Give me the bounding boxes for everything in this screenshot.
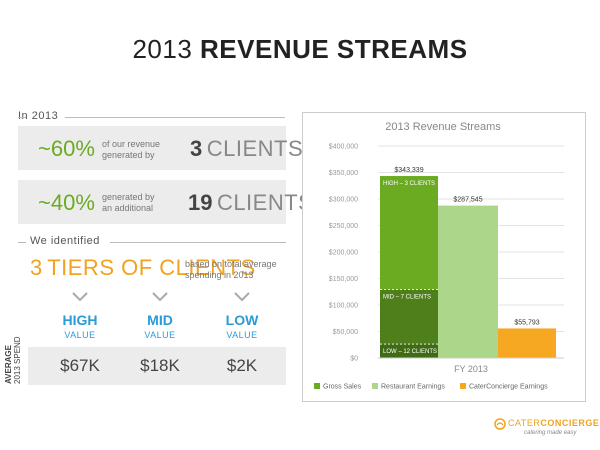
stat2-clients-num: 19 bbox=[188, 190, 213, 215]
bar-data-label: $55,793 bbox=[514, 319, 539, 326]
x-axis-label: FY 2013 bbox=[454, 364, 488, 374]
tier-high-sub: VALUE bbox=[64, 330, 96, 340]
legend-swatch bbox=[372, 383, 378, 389]
stat1-clients-num: 3 bbox=[190, 136, 203, 161]
average-label: AVERAGE bbox=[4, 345, 13, 384]
tiers-desc-line2: spending in 2013 bbox=[185, 270, 254, 280]
stat2-percent: ~40% bbox=[38, 190, 95, 215]
bar-data-label: $287,545 bbox=[453, 197, 482, 204]
tier-high-name: HIGH bbox=[62, 312, 98, 328]
y-tick-label: $0 bbox=[350, 356, 358, 363]
bar-segment-label: LOW – 12 CLIENTS bbox=[383, 349, 437, 355]
legend-label: Gross Sales bbox=[323, 384, 362, 391]
legend-label: Restaurant Earnings bbox=[381, 384, 445, 391]
stat1-desc-line2: generated by bbox=[102, 150, 155, 160]
tier-mid-name: MID bbox=[147, 312, 173, 328]
logo-tagline: catering made easy bbox=[524, 430, 577, 436]
stat1-desc: of our revenue generated by bbox=[102, 139, 160, 161]
bar-data-label: $343,339 bbox=[394, 167, 423, 174]
y-tick-label: $150,000 bbox=[329, 276, 358, 283]
y-tick-label: $250,000 bbox=[329, 223, 358, 230]
tier-low-name: LOW bbox=[225, 312, 259, 328]
tier-low-spend: $2K bbox=[226, 356, 258, 375]
section-line-right bbox=[65, 117, 285, 118]
legend-label: CaterConcierge Earnings bbox=[469, 384, 548, 391]
logo-name-light: CATER bbox=[508, 418, 541, 428]
spend-box bbox=[28, 347, 286, 385]
bar-segment-label: MID – 7 CLIENTS bbox=[383, 294, 431, 300]
y-tick-label: $200,000 bbox=[329, 250, 358, 257]
stat2-clients-label: CLIENTS bbox=[216, 190, 314, 215]
bar-segment bbox=[380, 344, 438, 358]
chevron-down-icon bbox=[234, 292, 250, 302]
average-spend-label: AVERAGE 2013 SPEND bbox=[4, 336, 22, 384]
tiers-heading: 3 TIERS OF CLIENTS bbox=[30, 255, 256, 281]
stat-box-60 bbox=[18, 126, 286, 170]
tiers-label: TIERS OF CLIENTS bbox=[47, 255, 256, 280]
y-tick-label: $350,000 bbox=[329, 170, 358, 177]
spend-2013-label: 2013 SPEND bbox=[13, 336, 22, 384]
bar-segment-label: HIGH – 3 CLIENTS bbox=[383, 181, 435, 187]
bar bbox=[498, 328, 556, 358]
chart-title: 2013 Revenue Streams bbox=[385, 121, 501, 133]
bar bbox=[438, 205, 498, 358]
title-year: 2013 bbox=[132, 34, 193, 64]
legend-swatch bbox=[314, 383, 320, 389]
legend-swatch bbox=[460, 383, 466, 389]
y-tick-label: $400,000 bbox=[329, 144, 358, 151]
section-in-2013-label: In 2013 bbox=[18, 110, 59, 122]
tiers-desc: based on total average spending in 2013 bbox=[185, 259, 277, 281]
title-rest: REVENUE STREAMS bbox=[200, 34, 468, 64]
tier-mid-sub: VALUE bbox=[144, 330, 176, 340]
section2-line-left bbox=[18, 242, 26, 243]
y-tick-label: $300,000 bbox=[329, 197, 358, 204]
tiers-desc-line1: based on total average bbox=[185, 259, 277, 269]
section-line-left bbox=[18, 117, 26, 118]
stat2-desc: generated by an additional bbox=[102, 192, 155, 214]
stat1-clients-label: CLIENTS bbox=[206, 136, 304, 161]
tier-low-sub: VALUE bbox=[226, 330, 258, 340]
page-title: 2013 REVENUE STREAMS bbox=[0, 34, 600, 65]
bar-segment bbox=[380, 176, 438, 290]
stat2-clients: 19 CLIENTS bbox=[188, 190, 313, 216]
y-tick-label: $50,000 bbox=[333, 329, 358, 336]
tier-high-spend: $67K bbox=[60, 356, 100, 375]
chevron-down-icon bbox=[72, 292, 88, 302]
section2-line-right bbox=[110, 242, 286, 243]
revenue-chart: $0 $50,000 $100,000 $150,000 $200,000 $250,00… bbox=[314, 144, 564, 391]
logo-name-bold: CONCIERGE bbox=[540, 418, 600, 428]
tier-mid-spend: $18K bbox=[140, 356, 180, 375]
stat1-percent: ~60% bbox=[38, 136, 95, 161]
stat1-desc-line1: of our revenue bbox=[102, 139, 161, 149]
chevron-down-icon bbox=[152, 292, 168, 302]
stat2-desc-line1: generated by bbox=[102, 192, 155, 202]
tiers-num: 3 bbox=[30, 255, 43, 280]
stat2-desc-line2: an additional bbox=[102, 203, 154, 213]
stat1-clients: 3 CLIENTS bbox=[190, 136, 303, 162]
section-we-identified-label: We identified bbox=[30, 235, 100, 247]
bar-segment bbox=[380, 289, 438, 345]
logo-icon bbox=[494, 418, 506, 430]
logo-name: CATERCONCIERGE bbox=[508, 418, 599, 428]
y-tick-label: $100,000 bbox=[329, 303, 358, 310]
stat-box-40 bbox=[18, 180, 286, 224]
